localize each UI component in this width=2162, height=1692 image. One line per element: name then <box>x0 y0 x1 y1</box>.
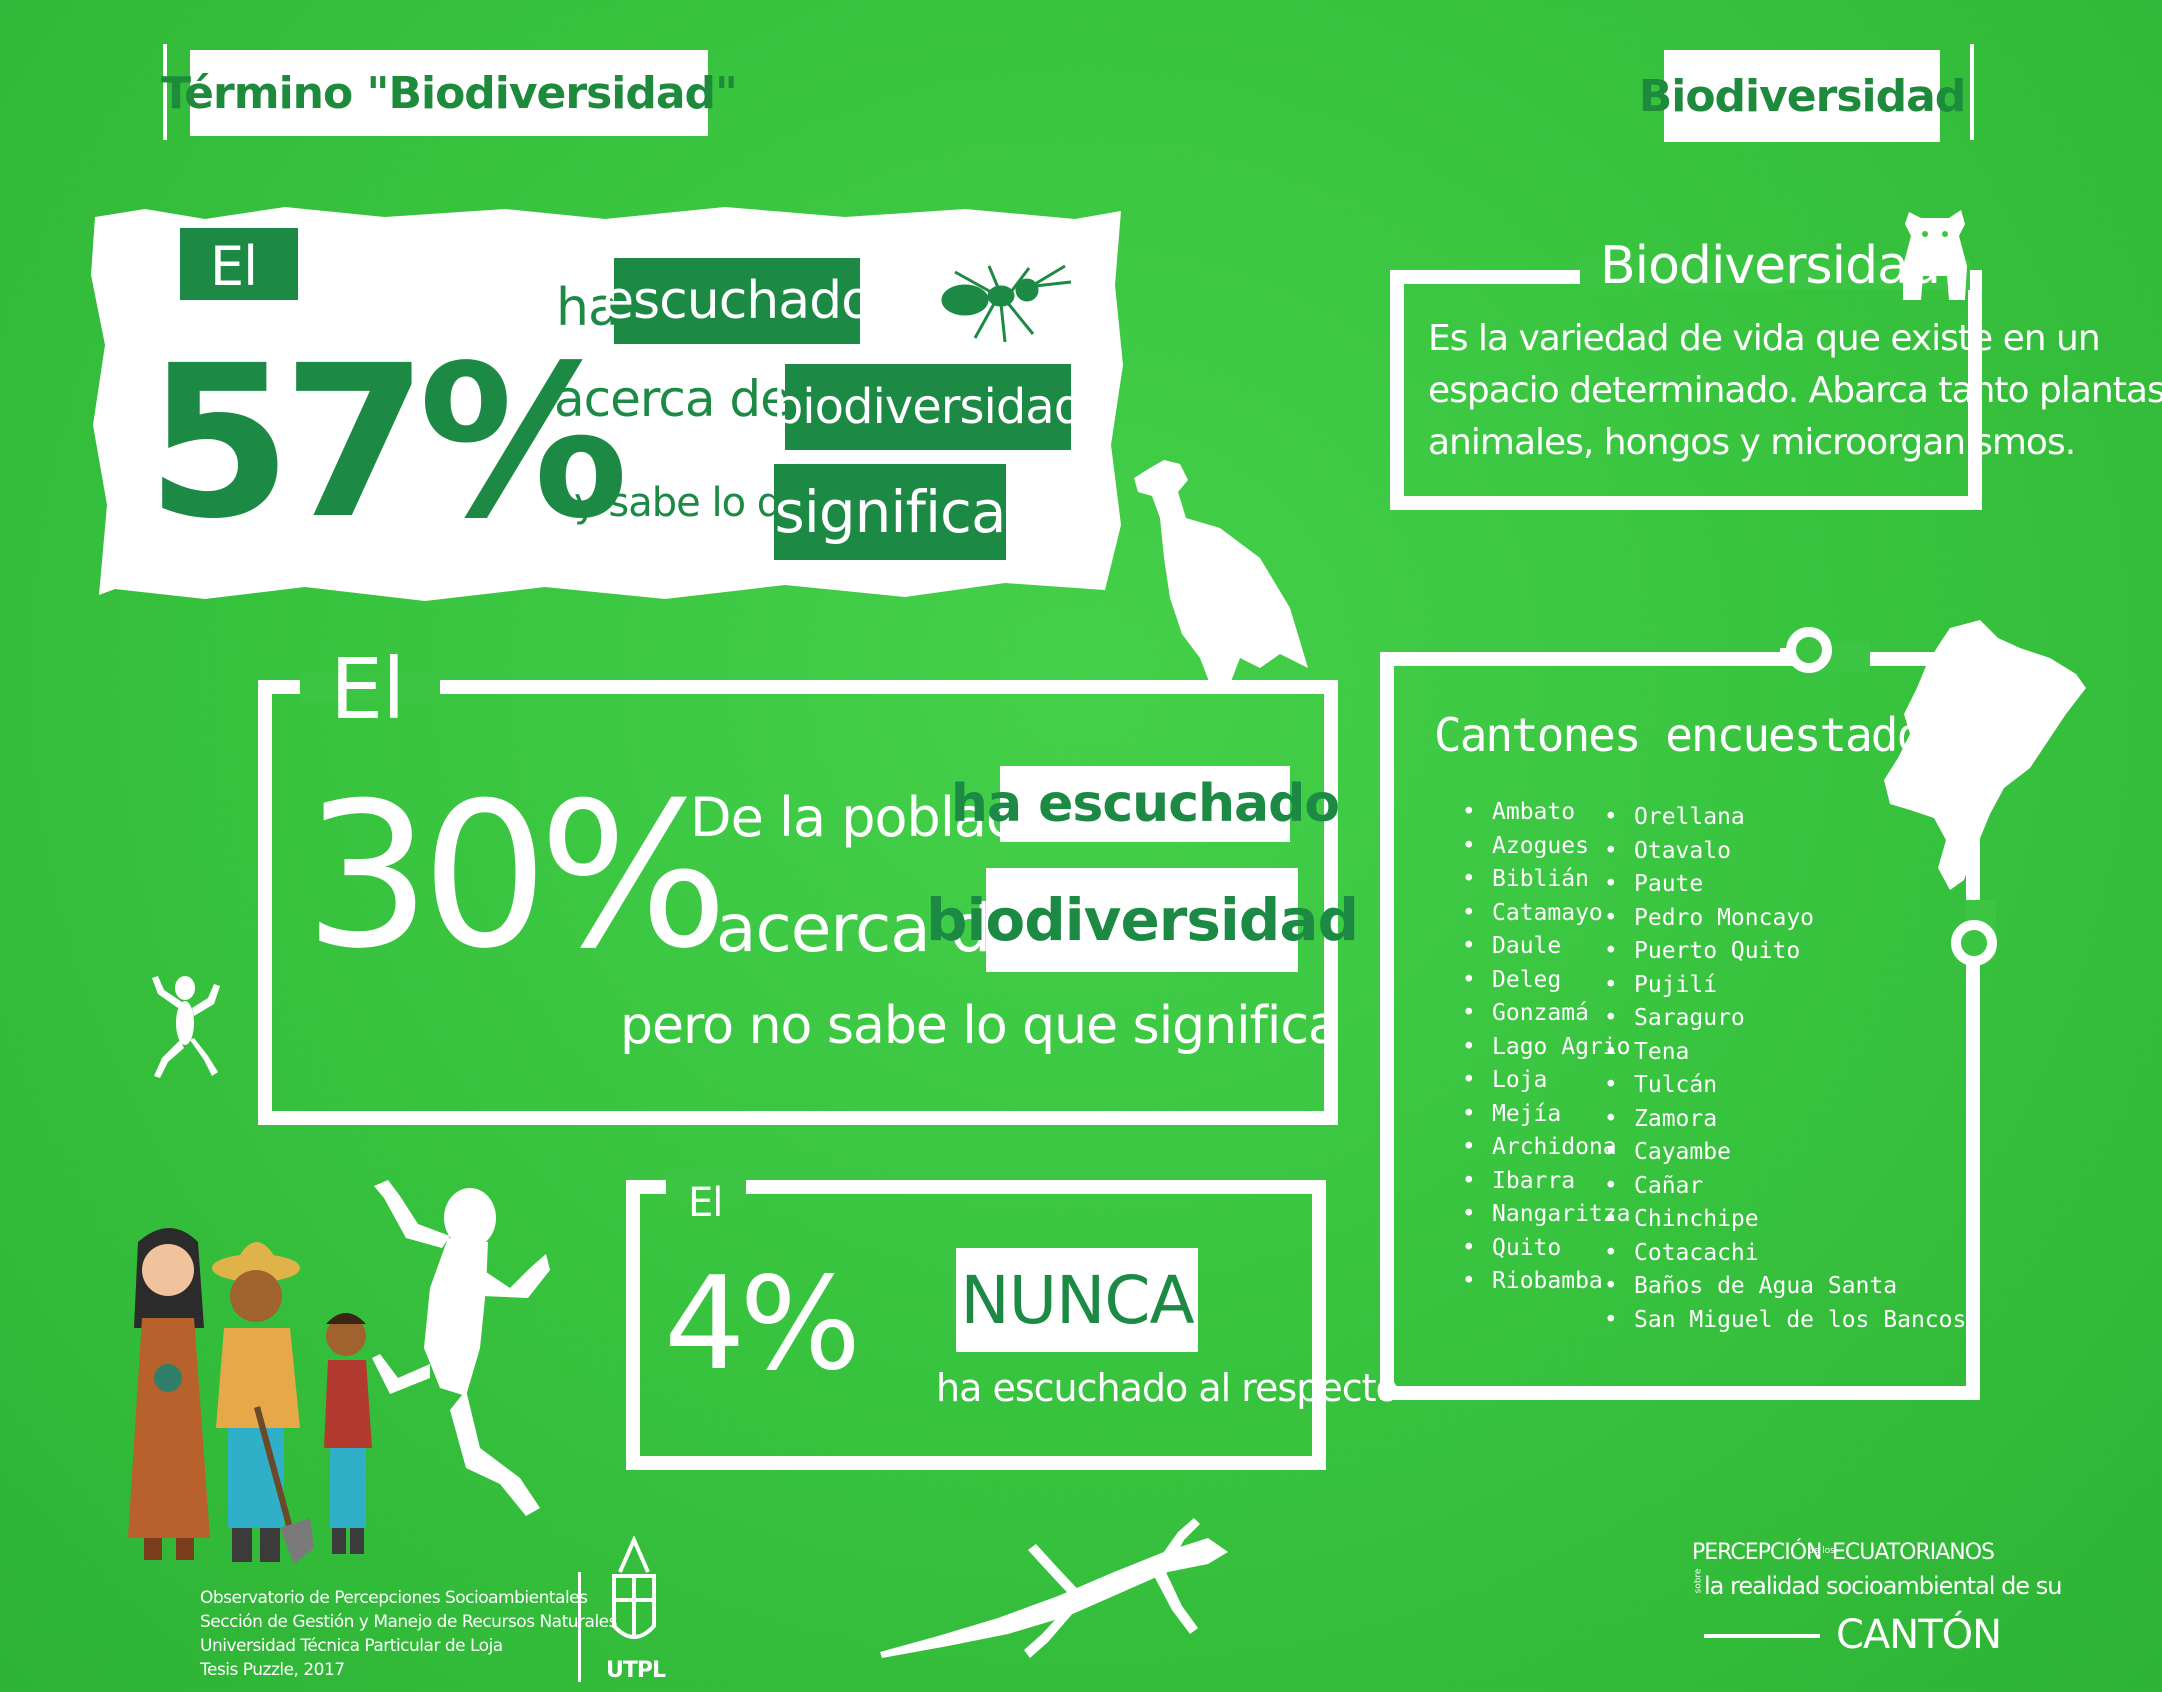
definition-line-3: animales, hongos y microorganismos. <box>1428 422 2076 463</box>
canton-item: Cayambe <box>1604 1136 1966 1170</box>
definition-line-2: espacio determinado. Abarca tanto planta… <box>1428 370 2162 411</box>
utpl-crest-icon <box>612 1536 656 1639</box>
canton-item: Cotacachi <box>1604 1237 1966 1271</box>
brand-small1: de los <box>1808 1546 1835 1556</box>
canton-item: Biblián <box>1462 863 1630 897</box>
cantons-title: Cantones encuestados <box>1434 708 1950 762</box>
cantons-list-col1: AmbatoAzoguesBibliánCatamayoDauleDelegGo… <box>1462 796 1630 1299</box>
footer-credit-4: Tesis Puzzle, 2017 <box>200 1660 345 1680</box>
canton-item: Chinchipe <box>1604 1203 1966 1237</box>
stat30-line1-box: ha escuchado <box>951 766 1340 842</box>
canton-item: Loja <box>1462 1064 1630 1098</box>
footer-credit-2: Sección de Gestión y Manejo de Recursos … <box>200 1612 617 1632</box>
header-right-title: Biodiversidad <box>1639 50 1966 142</box>
canton-item: Archidona <box>1462 1131 1630 1165</box>
brand-line3: CANTÓN <box>1836 1612 2002 1658</box>
small-frog-icon <box>152 976 220 1078</box>
canton-item: Baños de Agua Santa <box>1604 1270 1966 1304</box>
stat30-line3: pero no sabe lo que significa <box>620 996 1340 1056</box>
footer-credit-1: Observatorio de Percepciones Socioambien… <box>200 1588 588 1608</box>
cantons-list-col2: OrellanaOtavaloPautePedro MoncayoPuerto … <box>1604 801 1966 1337</box>
stat4-box: NUNCA <box>956 1248 1198 1352</box>
canton-item: Ibarra <box>1462 1165 1630 1199</box>
condor-icon <box>1134 460 1308 684</box>
header-left-rule <box>163 44 167 140</box>
stat30-el-gap <box>300 672 440 702</box>
definition-line-1: Es la variedad de vida que existe en un <box>1428 318 2101 359</box>
canton-item: Otavalo <box>1604 835 1966 869</box>
header-left-title: Término "Biodiversidad" <box>161 50 738 136</box>
canton-item: Paute <box>1604 868 1966 902</box>
canton-item: Mejía <box>1462 1098 1630 1132</box>
canton-item: Catamayo <box>1462 897 1630 931</box>
stat30-frame <box>258 680 1338 1125</box>
stat57-line1-box: escuchado <box>602 258 873 344</box>
canton-item: Azogues <box>1462 830 1630 864</box>
canton-item: Quito <box>1462 1232 1630 1266</box>
footer-divider <box>578 1572 581 1682</box>
stat4-el: El <box>688 1180 723 1226</box>
canton-item: Cañar <box>1604 1170 1966 1204</box>
brand-line1-b: ECUATORIANOS <box>1832 1540 1995 1565</box>
canton-item: Puerto Quito <box>1604 935 1966 969</box>
brand-rule <box>1704 1634 1820 1638</box>
brand-line1-a: PERCEPCIÓN <box>1692 1540 1823 1565</box>
canton-item: Riobamba <box>1462 1265 1630 1299</box>
canton-item: Tena <box>1604 1036 1966 1070</box>
stat4-el-gap <box>666 1172 746 1202</box>
definition-title: Biodiversidad <box>1600 236 1941 296</box>
stat4-line: ha escuchado al respecto <box>936 1366 1399 1410</box>
stat57-line3-box: significa <box>774 464 1007 560</box>
canton-item: Pedro Moncayo <box>1604 902 1966 936</box>
canton-item: Deleg <box>1462 964 1630 998</box>
ant-icon <box>941 264 1072 343</box>
ecuador-map-icon <box>1884 620 2086 890</box>
canton-item: Ambato <box>1462 796 1630 830</box>
canton-item: Zamora <box>1604 1103 1966 1137</box>
canton-item: Pujilí <box>1604 969 1966 1003</box>
canton-item: Saraguro <box>1604 1002 1966 1036</box>
stat57-el-box <box>180 228 298 300</box>
header-right-rule <box>1970 44 1974 140</box>
stat57-line1-pre: ha <box>556 278 620 338</box>
canton-item: Daule <box>1462 930 1630 964</box>
canton-item: Tulcán <box>1604 1069 1966 1103</box>
stat57-el: El <box>210 235 258 298</box>
polar-bear-icon <box>1903 210 1967 300</box>
footer-credit-3: Universidad Técnica Particular de Loja <box>200 1636 503 1656</box>
brand-line2: la realidad socioambiental de su <box>1704 1572 2062 1600</box>
brand-small2: sobre <box>1693 1568 1704 1594</box>
stat30-percent: 30% <box>304 760 729 993</box>
stat4-frame <box>626 1180 1326 1470</box>
stat30-el: El <box>330 640 405 738</box>
utpl-label: UTPL <box>606 1658 666 1683</box>
stat30-line2-box: biodiversidad <box>926 868 1359 972</box>
canton-item: Gonzamá <box>1462 997 1630 1031</box>
lizard-icon <box>880 1518 1228 1658</box>
stat4-percent: 4% <box>664 1250 861 1399</box>
stat57-line2-box: biodiversidad <box>773 364 1084 450</box>
large-frog-icon <box>372 1180 550 1516</box>
stat57-percent: 57% <box>146 320 629 565</box>
canton-item: San Miguel de los Bancos <box>1604 1304 1966 1338</box>
connector-dot-top <box>1786 627 1832 673</box>
canton-item: Orellana <box>1604 801 1966 835</box>
people-illustration <box>128 1228 372 1564</box>
